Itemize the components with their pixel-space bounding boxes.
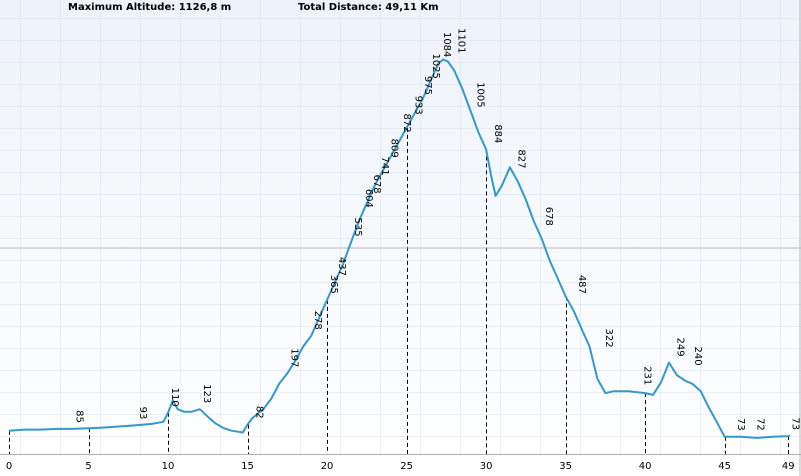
point-label: 437: [336, 257, 347, 276]
point-label: 73: [735, 418, 746, 431]
point-label: 884: [492, 124, 503, 143]
point-label: 1101: [455, 28, 466, 53]
point-label: 110: [169, 388, 180, 407]
point-label: 741: [379, 157, 390, 176]
x-tick-label: 40: [639, 461, 652, 472]
point-label: 809: [388, 139, 399, 158]
x-tick-label: 5: [85, 461, 91, 472]
point-label: 827: [516, 149, 527, 168]
x-tick-label: 0: [6, 461, 12, 472]
point-label: 278: [312, 311, 323, 330]
distance-markers: [9, 127, 789, 454]
point-label: 73: [789, 417, 800, 430]
point-label: 365: [328, 275, 339, 294]
elevation-line: [8, 58, 791, 439]
point-label: 231: [641, 366, 652, 385]
point-label: 197: [288, 348, 299, 367]
grid: [0, 0, 801, 454]
x-tick-label: 45: [718, 461, 731, 472]
x-tick-label: 30: [480, 461, 493, 472]
point-label: 93: [137, 407, 148, 420]
point-label: 1005: [474, 82, 485, 107]
point-label: 678: [371, 174, 382, 193]
point-label: 1084: [441, 32, 452, 57]
point-label: 604: [363, 189, 374, 208]
point-label: 322: [603, 329, 614, 348]
point-label: 872: [401, 114, 412, 133]
point-label: 85: [74, 410, 85, 423]
point-label: 487: [576, 275, 587, 294]
point-label: 535: [352, 217, 363, 236]
x-tick-label: 10: [162, 461, 175, 472]
x-tick-label: 15: [241, 461, 254, 472]
point-label: 240: [692, 346, 703, 365]
point-label: 249: [675, 338, 686, 357]
point-label: 123: [201, 384, 212, 403]
point-label: 1025: [430, 53, 441, 78]
point-label: 678: [543, 207, 554, 226]
max-altitude-text: Maximum Altitude: 1126,8 m: [68, 2, 231, 13]
x-axis-ticks: 0 5 10 15 20 25 30 35 40 45 49: [6, 461, 795, 472]
x-tick-label: 20: [321, 461, 334, 472]
total-distance-text: Total Distance: 49,11 Km: [298, 2, 439, 13]
point-label: 975: [422, 76, 433, 95]
point-label: 82: [253, 406, 264, 419]
x-tick-label: 25: [400, 461, 413, 472]
x-tick-label: 49: [782, 461, 795, 472]
x-tick-label: 35: [559, 461, 572, 472]
elevation-series: [8, 58, 791, 439]
point-label: 72: [754, 418, 765, 431]
point-label: 933: [412, 96, 423, 115]
